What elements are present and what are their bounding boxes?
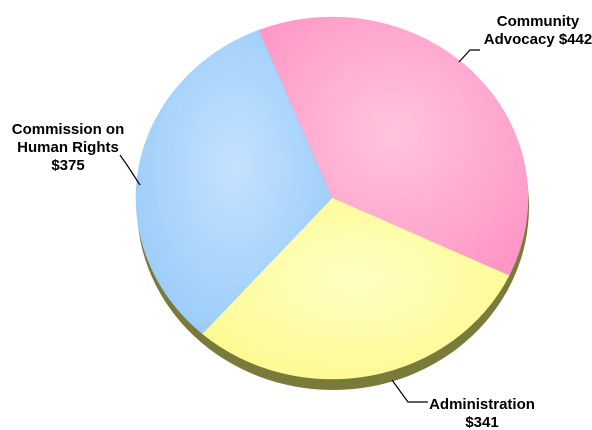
slice-label-2: Administration $341 (429, 396, 535, 430)
pie-slice-1 (258, 16, 529, 276)
slice-label-line: Human Rights (17, 139, 119, 156)
leader-line-1 (458, 49, 480, 63)
slice-label-line: $375 (51, 157, 84, 174)
slice-label-1: Community Advocacy $442 (484, 13, 592, 48)
pie-slice-2 (201, 197, 510, 380)
slice-label-line: $341 (465, 414, 498, 430)
slice-label-line: Administration (429, 396, 535, 413)
slice-label-3: Commission on Human Rights $375 (12, 121, 125, 174)
leader-line-2 (391, 379, 428, 403)
slice-label-line: Commission on (12, 121, 125, 138)
leader-line-3 (119, 154, 141, 186)
slice-label-line: Community (497, 13, 580, 30)
slice-label-line: Advocacy $442 (484, 31, 592, 48)
pie-slice-3 (135, 29, 333, 335)
